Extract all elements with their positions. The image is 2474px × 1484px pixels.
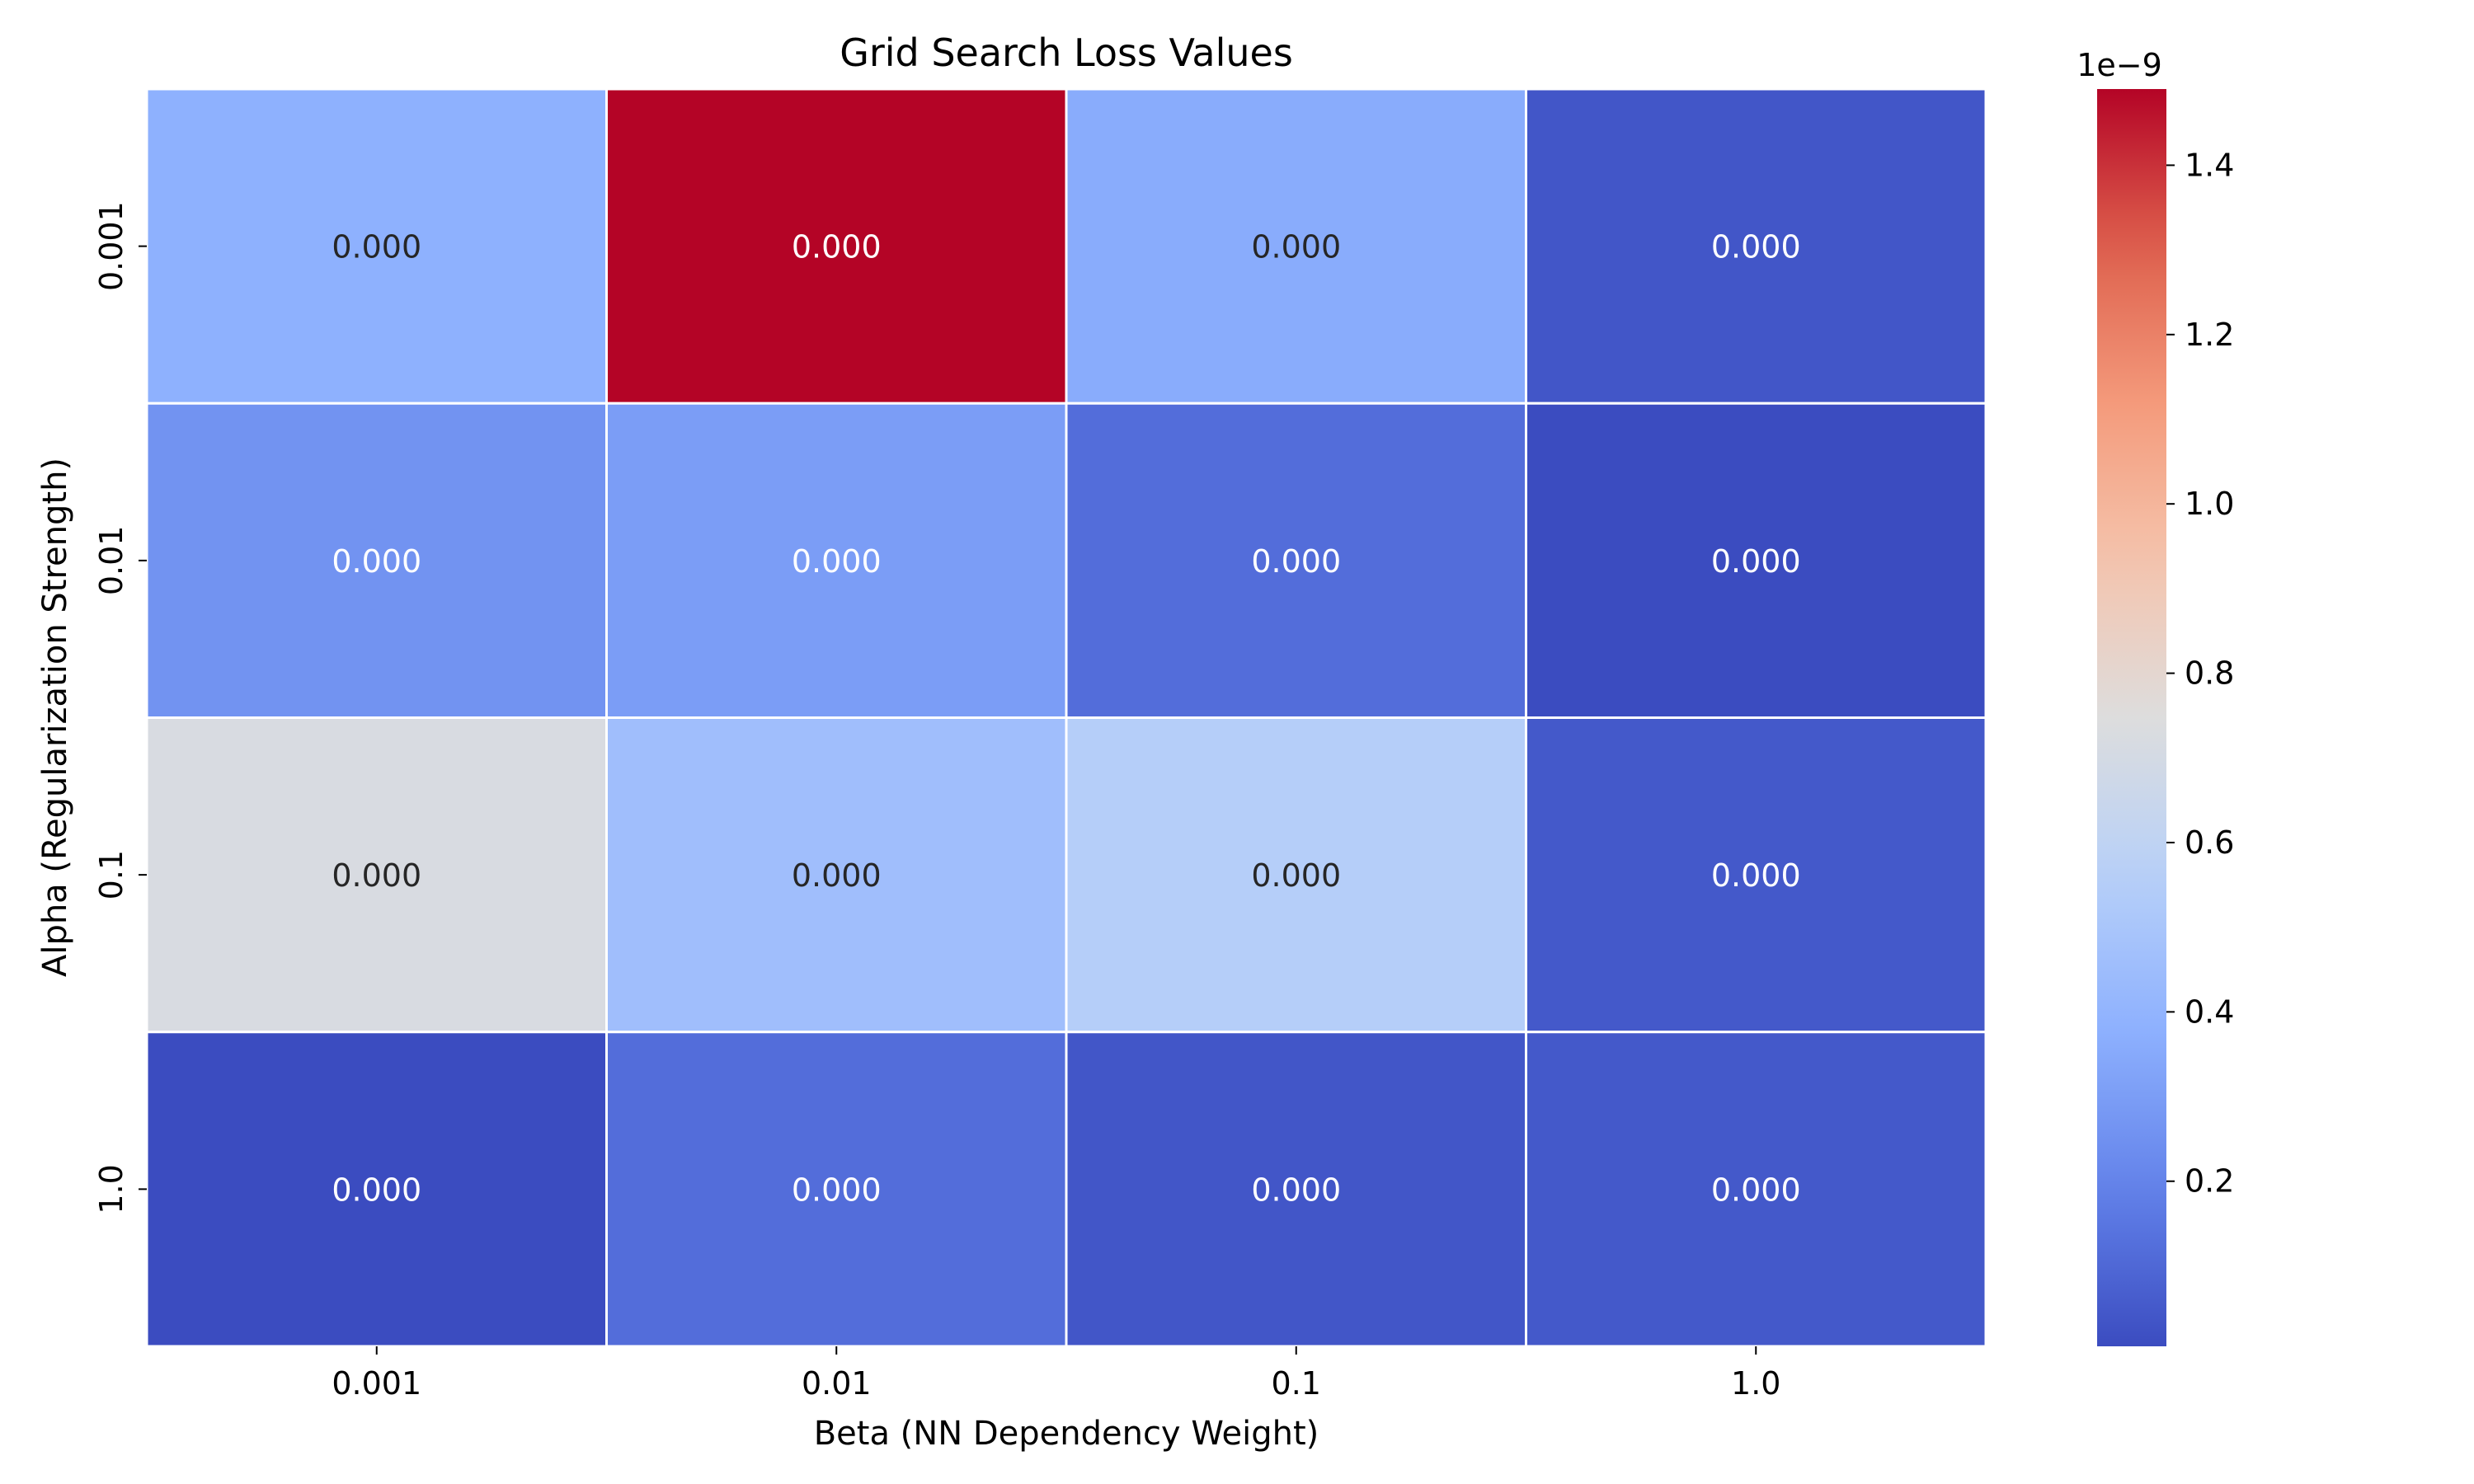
heatmap-cell [1525,402,1987,719]
heatmap-cell [605,87,1068,405]
cell-value-label: 0.000 [1251,857,1341,894]
heatmap-cell [605,1031,1068,1348]
x-tick-label: 1.0 [1731,1365,1780,1402]
x-tick-label: 0.01 [802,1365,872,1402]
colorbar-gradient [2097,89,2166,1346]
cell-value-label: 0.000 [1251,1172,1341,1208]
colorbar-tick-label: 0.6 [2185,824,2234,861]
heatmap-cell [145,87,608,405]
cell-value-label: 0.000 [792,857,882,894]
y-tick-label: 0.01 [93,526,129,596]
cell-value-label: 0.000 [1711,229,1801,265]
cell-value-label: 0.000 [1711,857,1801,894]
cell-value-label: 0.000 [792,1172,882,1208]
heatmap-cell [1065,87,1527,405]
colorbar-tick-label: 0.2 [2185,1163,2234,1200]
x-tick-label: 0.1 [1272,1365,1321,1402]
heatmap-cell [1065,402,1527,719]
colorbar-tick-label: 0.8 [2185,655,2234,692]
cell-value-label: 0.000 [1251,229,1341,265]
heatmap-cell [1525,716,1987,1034]
x-axis-label: Beta (NN Dependency Weight) [814,1415,1319,1453]
heatmap-cell [1525,1031,1987,1348]
cell-value-label: 0.000 [332,857,421,894]
cell-value-label: 0.000 [332,543,421,580]
y-axis-label: Alpha (Regularization Strength) [36,458,74,977]
cell-value-label: 0.000 [1251,543,1341,580]
x-axis-ticks: 0.001 0.01 0.1 1.0 [332,1346,1780,1402]
cell-value-label: 0.000 [1711,1172,1801,1208]
y-tick-label: 1.0 [93,1164,129,1214]
heatmap-cell [605,716,1068,1034]
cell-value-label: 0.000 [792,543,882,580]
chart-title: Grid Search Loss Values [840,31,1293,75]
colorbar-tick-label: 1.0 [2185,486,2234,522]
heatmap-cell [145,402,608,719]
colorbar [2097,89,2166,1346]
cell-value-label: 0.000 [1711,543,1801,580]
colorbar-tick-label: 1.4 [2185,147,2234,183]
colorbar-tick-label: 1.2 [2185,317,2234,353]
y-tick-label: 0.1 [93,850,129,899]
heatmap-cell [145,1031,608,1348]
heatmap-cell [1525,87,1987,405]
heatmap-cell [605,402,1068,719]
heatmap-cells: 0.000 0.000 0.000 0.000 0.000 0.000 0.000 0.000… [145,87,1987,1348]
y-axis-ticks: 0.001 0.01 0.1 1.0 [93,201,147,1214]
x-tick-label: 0.001 [332,1365,421,1402]
cell-value-label: 0.000 [332,1172,421,1208]
colorbar-offset-label: 1e−9 [2077,47,2162,83]
colorbar-ticks: 0.2 0.4 0.6 0.8 1.0 1.2 1.4 [2166,147,2234,1200]
cell-value-label: 0.000 [792,229,882,265]
heatmap-cell [1065,1031,1527,1348]
y-tick-label: 0.001 [93,201,129,291]
colorbar-tick-label: 0.4 [2185,993,2234,1030]
cell-value-label: 0.000 [332,229,421,265]
